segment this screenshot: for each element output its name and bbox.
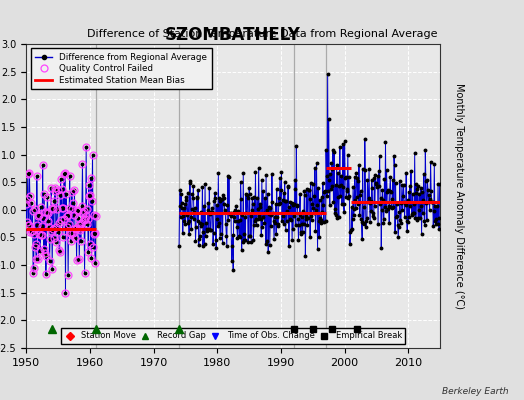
Legend: Station Move, Record Gap, Time of Obs. Change, Empirical Break: Station Move, Record Gap, Time of Obs. C… (61, 328, 405, 344)
Y-axis label: Monthly Temperature Anomaly Difference (°C): Monthly Temperature Anomaly Difference (… (454, 83, 464, 309)
Text: Berkeley Earth: Berkeley Earth (442, 387, 508, 396)
Title: SZOMBATHELY: SZOMBATHELY (165, 26, 301, 44)
Text: Difference of Station Temperature Data from Regional Average: Difference of Station Temperature Data f… (87, 29, 437, 39)
